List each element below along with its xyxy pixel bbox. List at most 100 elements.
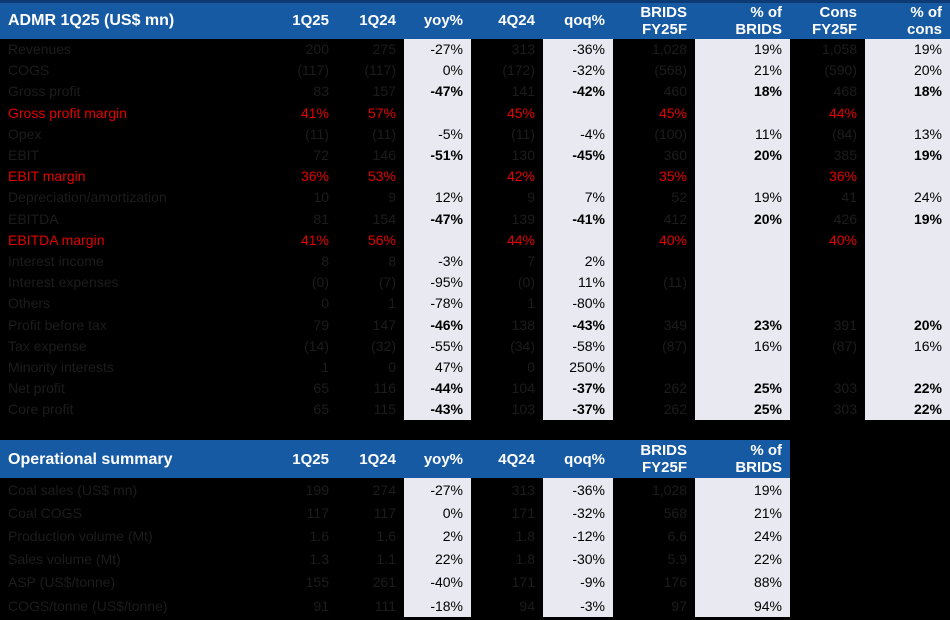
cell-qoq: -36% <box>543 38 613 60</box>
cell-brids: 6.6 <box>667 527 687 544</box>
cell-qoq: -32% <box>543 501 613 525</box>
cell-q1_25: 200 <box>305 41 329 58</box>
cell-pct_brids: 21% <box>695 501 790 525</box>
cell-q1_24: (7) <box>378 274 396 291</box>
cell-yoy: 47% <box>404 356 471 378</box>
cell-brids: 412 <box>663 210 687 227</box>
cell-pct_brids: 88% <box>695 570 790 594</box>
cell-qoq: -37% <box>543 377 613 399</box>
cell-brids: (568) <box>654 62 687 79</box>
cell-qoq: -32% <box>543 59 613 81</box>
cell-cons: 385 <box>833 147 857 164</box>
row-label: EBIT <box>8 147 40 164</box>
cell-qoq: -45% <box>543 144 613 166</box>
row-label: Profit before tax <box>8 316 107 333</box>
cell-brids: 349 <box>663 316 687 333</box>
cell-cons: (590) <box>824 62 857 79</box>
cell-yoy: -27% <box>404 38 471 60</box>
row-label: Core profit <box>8 401 74 418</box>
cell-qoq: -3% <box>543 593 613 618</box>
cell-pct_brids: 18% <box>695 80 790 103</box>
cell-q1_24: 146 <box>372 147 396 164</box>
cell-q1_24: 0 <box>388 358 396 375</box>
cell-qoq <box>543 165 613 187</box>
table-row: Interest income 8 8 -3% 7 2% <box>0 250 950 272</box>
cell-q1_25: 0 <box>321 295 329 312</box>
cell-yoy: -46% <box>404 313 471 336</box>
cell-cons <box>790 356 865 377</box>
cell-q1_24: 275 <box>372 41 396 58</box>
cell-brids: 52 <box>671 189 687 206</box>
cell-qoq: -4% <box>543 123 613 145</box>
row-label: Tax expense <box>8 337 87 354</box>
cell-yoy <box>404 165 471 187</box>
column-header-pct_brids: % of BRIDS <box>695 440 790 478</box>
cell-brids: 97 <box>671 597 687 614</box>
cell-pct_brids <box>695 356 790 378</box>
cell-pct_brids: 94% <box>695 593 790 618</box>
cell-qoq: -43% <box>543 313 613 336</box>
cell-cons: (87) <box>832 337 857 354</box>
cell-q4_24: 139 <box>511 210 535 227</box>
cell-yoy: -5% <box>404 123 471 145</box>
cell-pct_brids: 19% <box>695 478 790 502</box>
cell-pct_cons: 20% <box>865 59 950 81</box>
row-label: Interest expenses <box>8 274 119 291</box>
cell-yoy: -51% <box>404 144 471 166</box>
cell-pct_brids <box>695 250 790 272</box>
cell-yoy: -40% <box>404 570 471 594</box>
cell-q4_24: 138 <box>511 316 535 333</box>
cell-yoy: -44% <box>404 377 471 399</box>
table-row: EBIT margin 36% 53% 42% 35% 36% <box>0 165 950 187</box>
cell-q4_24: (0) <box>517 274 535 291</box>
cell-q4_24: 94 <box>519 597 535 614</box>
table-row: ASP (US$/tonne) 155 261 -40% 171 -9% 176 88% <box>0 570 790 594</box>
cell-cons: 41 <box>841 189 857 206</box>
cell-q4_24: 1 <box>527 295 535 312</box>
cell-q1_25: (14) <box>304 337 329 354</box>
table-title: ADMR 1Q25 (US$ mn) <box>0 0 290 39</box>
cell-q1_25: 83 <box>313 83 329 100</box>
cell-q4_24: 1.8 <box>515 527 535 544</box>
cell-brids: 45% <box>658 104 687 121</box>
cell-pct_cons: 24% <box>865 186 950 208</box>
cell-yoy: -95% <box>404 271 471 293</box>
cell-pct_brids: 20% <box>695 144 790 166</box>
cell-pct_brids: 25% <box>695 377 790 399</box>
cell-brids: 1,028 <box>651 41 687 58</box>
column-header-q1_25: 1Q25 <box>290 0 337 39</box>
cell-pct_brids: 20% <box>695 208 790 230</box>
cell-q4_24: 171 <box>511 504 535 521</box>
cell-q1_25: 41% <box>300 231 329 248</box>
cell-q1_24: (11) <box>372 125 396 142</box>
cell-pct_cons <box>865 356 950 378</box>
row-label: EBITDA <box>8 210 59 227</box>
cell-pct_cons: 19% <box>865 208 950 230</box>
cell-q4_24: 141 <box>511 83 535 100</box>
table-row: Production volume (Mt) 1.6 1.6 2% 1.8 -12% 6.6… <box>0 524 790 548</box>
cell-q1_25: 65 <box>313 380 329 397</box>
cell-qoq <box>543 229 613 251</box>
cell-brids: (87) <box>662 337 687 354</box>
cell-q4_24: 313 <box>511 41 535 58</box>
cell-yoy: 12% <box>404 186 471 208</box>
column-header-qoq: qoq% <box>543 440 613 478</box>
column-header-qoq: qoq% <box>543 0 613 39</box>
cell-q4_24: 104 <box>511 380 535 397</box>
column-header-q4_24: 4Q24 <box>471 0 543 39</box>
cell-yoy: -55% <box>404 335 471 357</box>
table-row: Others 0 1 -78% 1 -80% <box>0 292 950 314</box>
cell-q1_25: (11) <box>305 125 329 142</box>
table-title: Operational summary <box>0 440 290 478</box>
table-row: EBITDA margin 41% 56% 44% 40% 40% <box>0 229 950 251</box>
cell-brids <box>613 356 695 377</box>
cell-q1_24: 115 <box>373 401 396 418</box>
cell-qoq: -12% <box>543 524 613 548</box>
table-row: Coal sales (US$ mn) 199 274 -27% 313 -36% 1,02… <box>0 478 790 502</box>
cell-pct_cons: 20% <box>865 313 950 336</box>
column-header-brids: BRIDS FY25F <box>613 440 695 478</box>
cell-cons: 40% <box>828 231 857 248</box>
column-header-q1_24: 1Q24 <box>337 440 404 478</box>
cell-brids: 460 <box>663 83 687 100</box>
cell-q1_24: 116 <box>373 380 396 397</box>
